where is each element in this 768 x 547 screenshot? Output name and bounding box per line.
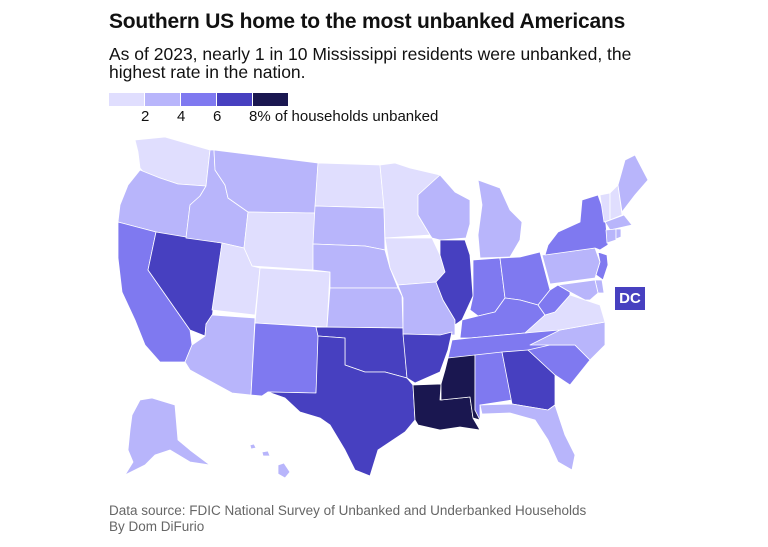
state-wy[interactable] (243, 211, 316, 271)
state-tx[interactable] (267, 335, 416, 477)
state-md[interactable] (557, 279, 599, 301)
footer: Data source: FDIC National Survey of Unb… (109, 503, 586, 535)
state-la[interactable] (412, 383, 481, 431)
legend-labels: 2 4 6 8% of households unbanked (109, 106, 438, 126)
legend-swatch-2-4 (145, 93, 180, 106)
state-hi-island[interactable] (261, 450, 271, 457)
state-ny[interactable] (544, 194, 609, 256)
state-nj[interactable] (595, 251, 609, 281)
byline: By Dom DiFurio (109, 519, 205, 534)
state-co[interactable] (254, 267, 331, 328)
state-oh[interactable] (499, 251, 551, 306)
legend-tick: 6 (213, 108, 222, 125)
state-ks[interactable] (326, 287, 404, 329)
state-hi-island[interactable] (249, 443, 257, 450)
state-nm[interactable] (250, 322, 321, 397)
legend-swatches (109, 93, 289, 106)
state-sd[interactable] (312, 205, 386, 251)
legend-swatch-6-8 (217, 93, 252, 106)
data-source: Data source: FDIC National Survey of Unb… (109, 503, 587, 518)
state-me[interactable] (617, 154, 649, 213)
state-fl[interactable] (479, 403, 576, 471)
dc-label[interactable]: DC (615, 287, 645, 310)
state-hi[interactable] (277, 462, 291, 479)
state-ri[interactable] (615, 228, 622, 240)
legend-swatch-8-plus (253, 93, 288, 106)
legend-tick: 2 (141, 108, 150, 125)
state-il[interactable] (435, 239, 474, 326)
chart-title: Southern US home to the most unbanked Am… (109, 10, 626, 33)
chart-subtitle: As of 2023, nearly 1 in 10 Mississippi r… (109, 44, 632, 82)
legend: 2 4 6 8% of households unbanked (109, 93, 438, 126)
legend-tick: 4 (177, 108, 186, 125)
state-wv[interactable] (537, 284, 571, 316)
legend-tick: 8% of households unbanked (249, 108, 439, 125)
state-ak[interactable] (124, 397, 211, 476)
legend-swatch-4-6 (181, 93, 216, 106)
state-nd[interactable] (314, 162, 385, 209)
state-ma[interactable] (604, 214, 633, 231)
state-wi[interactable] (417, 174, 471, 241)
legend-swatch-0-2 (109, 93, 144, 106)
state-mi[interactable] (477, 179, 523, 259)
state-ct[interactable] (605, 228, 617, 244)
state-ar[interactable] (402, 331, 453, 384)
